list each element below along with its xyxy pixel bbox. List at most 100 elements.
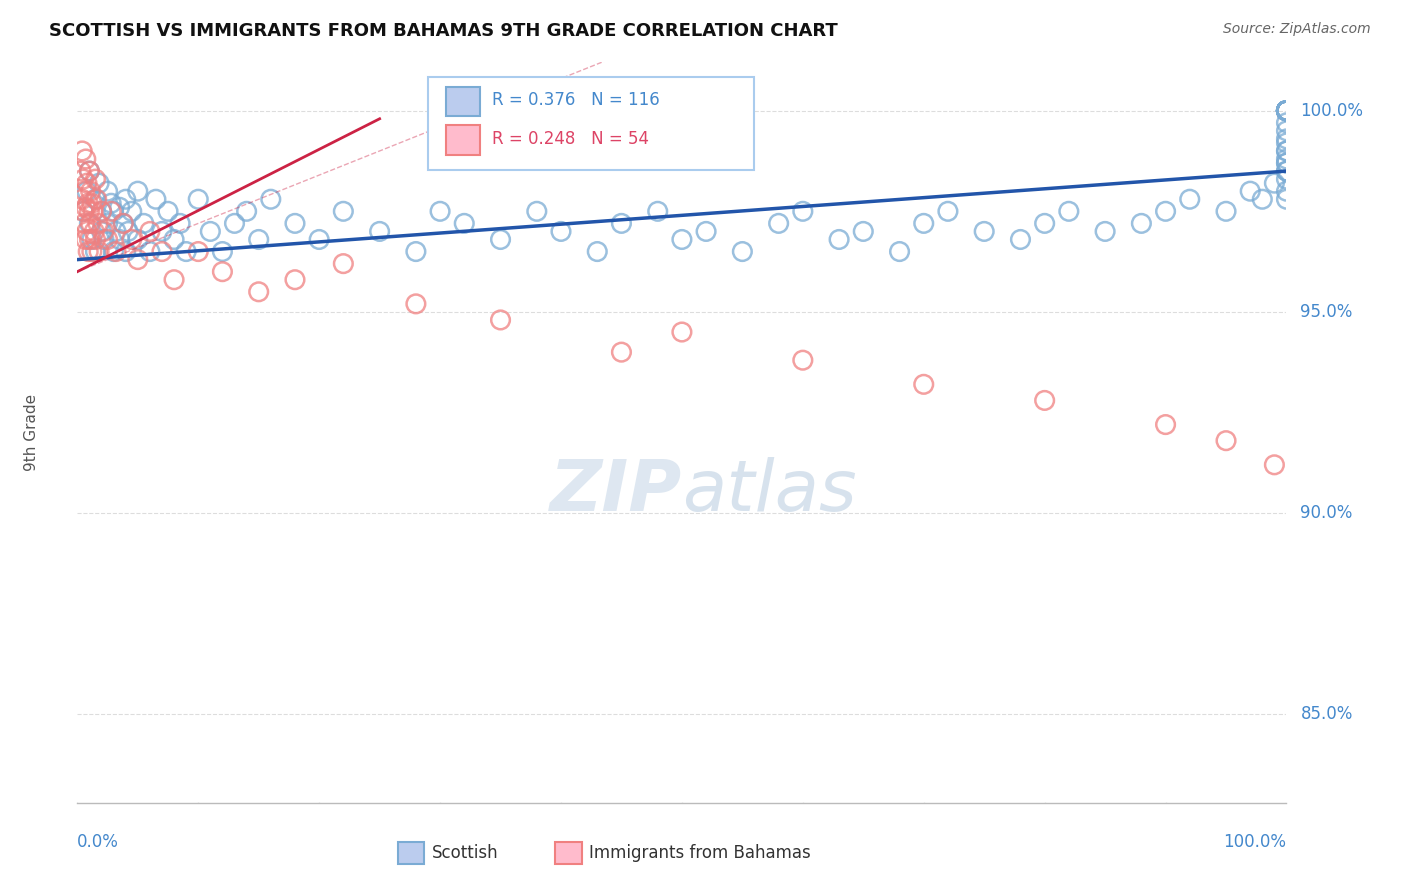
Point — [284, 273, 307, 287]
Point — [1263, 176, 1285, 190]
Point — [75, 200, 97, 214]
Point — [1275, 164, 1298, 178]
Point — [76, 224, 98, 238]
Point — [84, 232, 107, 246]
Point — [332, 257, 354, 271]
Point — [526, 204, 548, 219]
Point — [90, 204, 112, 219]
Point — [1275, 164, 1298, 178]
Point — [96, 216, 118, 230]
Point — [1239, 184, 1261, 198]
Text: 90.0%: 90.0% — [1301, 504, 1353, 522]
Point — [1275, 103, 1298, 118]
Point — [247, 285, 270, 299]
Point — [79, 204, 101, 219]
Point — [1033, 393, 1056, 408]
Point — [768, 216, 790, 230]
Point — [103, 204, 125, 219]
Text: 100.0%: 100.0% — [1223, 833, 1286, 851]
Point — [1275, 184, 1298, 198]
Point — [187, 192, 209, 206]
Point — [174, 244, 197, 259]
Point — [163, 273, 186, 287]
Point — [1275, 172, 1298, 186]
Point — [1275, 103, 1298, 118]
Point — [105, 244, 128, 259]
Point — [1275, 103, 1298, 118]
Point — [79, 164, 101, 178]
Point — [73, 184, 96, 198]
FancyBboxPatch shape — [427, 78, 755, 169]
Point — [100, 204, 122, 219]
Point — [695, 224, 717, 238]
Point — [1033, 216, 1056, 230]
Point — [1215, 204, 1237, 219]
Point — [145, 192, 167, 206]
Point — [610, 345, 633, 359]
Point — [1275, 103, 1298, 118]
Text: atlas: atlas — [682, 458, 856, 526]
Point — [150, 244, 173, 259]
Point — [96, 184, 118, 198]
Point — [79, 216, 101, 230]
Point — [84, 244, 107, 259]
Point — [1275, 103, 1298, 118]
FancyBboxPatch shape — [446, 126, 479, 155]
Point — [77, 244, 100, 259]
Point — [139, 224, 162, 238]
Point — [93, 224, 115, 238]
Point — [86, 192, 108, 206]
Point — [429, 204, 451, 219]
Point — [1275, 144, 1298, 158]
Point — [80, 232, 103, 246]
Text: R = 0.376   N = 116: R = 0.376 N = 116 — [492, 91, 659, 109]
Point — [87, 176, 110, 190]
Point — [87, 244, 110, 259]
Point — [121, 232, 143, 246]
Point — [75, 152, 97, 166]
Point — [211, 265, 233, 279]
Point — [72, 204, 94, 219]
Point — [108, 200, 131, 214]
Point — [112, 216, 135, 230]
Point — [1057, 204, 1080, 219]
Point — [90, 224, 112, 238]
Point — [211, 244, 233, 259]
Point — [1275, 103, 1298, 118]
Text: SCOTTISH VS IMMIGRANTS FROM BAHAMAS 9TH GRADE CORRELATION CHART: SCOTTISH VS IMMIGRANTS FROM BAHAMAS 9TH … — [49, 22, 838, 40]
Text: 9th Grade: 9th Grade — [24, 394, 39, 471]
Point — [112, 216, 135, 230]
Point — [1275, 103, 1298, 118]
Point — [1275, 103, 1298, 118]
Point — [1275, 192, 1298, 206]
Point — [889, 244, 911, 259]
Text: Source: ZipAtlas.com: Source: ZipAtlas.com — [1223, 22, 1371, 37]
Point — [1275, 103, 1298, 118]
Point — [1275, 103, 1298, 118]
Point — [79, 164, 101, 178]
Point — [671, 325, 693, 339]
Point — [1275, 103, 1298, 118]
Point — [117, 224, 139, 238]
Point — [77, 196, 100, 211]
Point — [72, 204, 94, 219]
Point — [647, 204, 669, 219]
Point — [1251, 192, 1274, 206]
Text: Scottish: Scottish — [432, 844, 498, 863]
Point — [671, 232, 693, 246]
Point — [731, 244, 754, 259]
Point — [973, 224, 995, 238]
Point — [1010, 232, 1032, 246]
Point — [1275, 132, 1298, 146]
FancyBboxPatch shape — [446, 87, 479, 117]
Point — [586, 244, 609, 259]
Point — [453, 216, 475, 230]
Point — [308, 232, 330, 246]
Point — [912, 216, 935, 230]
Point — [1263, 458, 1285, 472]
Point — [1275, 103, 1298, 118]
Point — [157, 204, 180, 219]
Text: 85.0%: 85.0% — [1301, 706, 1353, 723]
Text: 100.0%: 100.0% — [1301, 102, 1364, 120]
Point — [792, 204, 814, 219]
